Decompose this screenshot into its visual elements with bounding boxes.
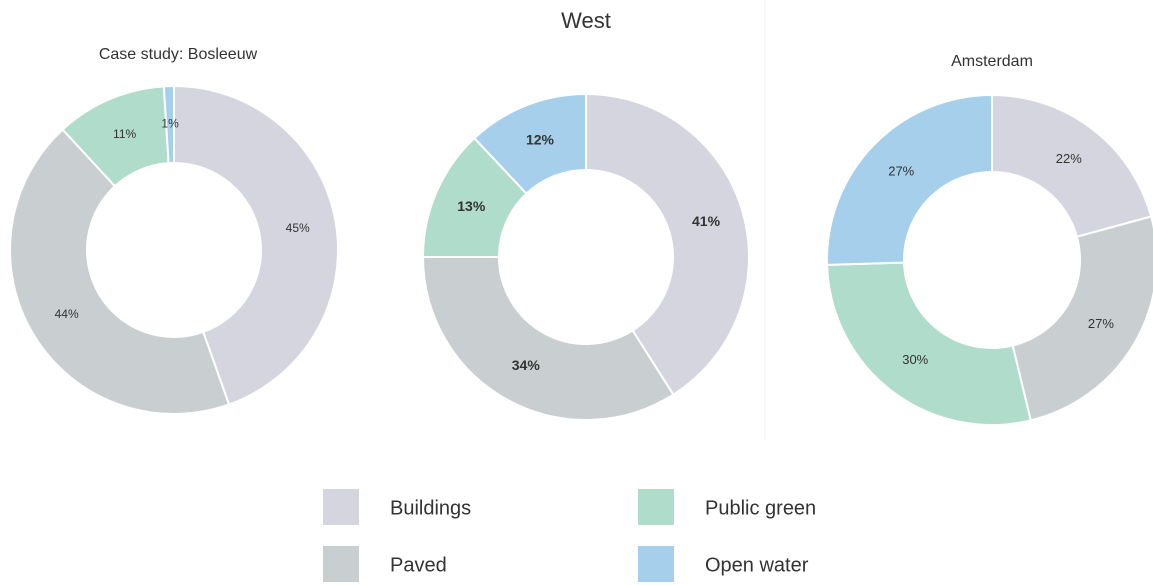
chart-title: West	[561, 8, 611, 33]
donut-slice	[1011, 215, 1153, 422]
chart-title: Case study: Bosleeuw	[99, 46, 258, 63]
legend-label: Public green	[705, 497, 816, 519]
donut-slice	[585, 92, 750, 397]
data-label: 45%	[286, 221, 310, 235]
data-label: 34%	[512, 357, 541, 373]
donut-slice	[162, 84, 175, 165]
donut-slice	[173, 84, 339, 406]
legend-swatch	[638, 489, 674, 525]
data-label: 22%	[1056, 151, 1082, 166]
legend-label: Open water	[705, 554, 809, 576]
data-label: 27%	[1088, 316, 1114, 331]
data-label: 12%	[526, 131, 555, 147]
donut-slice	[826, 261, 1032, 426]
donut-slice	[991, 93, 1153, 239]
data-label: 27%	[888, 163, 914, 178]
donut-slice	[473, 92, 587, 195]
legend-swatch	[323, 546, 359, 582]
data-label: 11%	[113, 127, 136, 141]
legend-label: Paved	[390, 554, 447, 576]
donut-slice	[421, 256, 675, 421]
data-label: 1%	[161, 117, 179, 131]
donut-slice	[8, 128, 231, 415]
donut-slice	[826, 93, 993, 266]
chart-title: Amsterdam	[951, 53, 1033, 70]
data-label: 30%	[902, 352, 928, 367]
legend-swatch	[638, 546, 674, 582]
data-label: 44%	[55, 307, 79, 321]
legend-swatch	[323, 489, 359, 525]
data-label: 41%	[692, 213, 721, 229]
data-label: 13%	[457, 198, 486, 214]
legend-label: Buildings	[390, 497, 471, 519]
